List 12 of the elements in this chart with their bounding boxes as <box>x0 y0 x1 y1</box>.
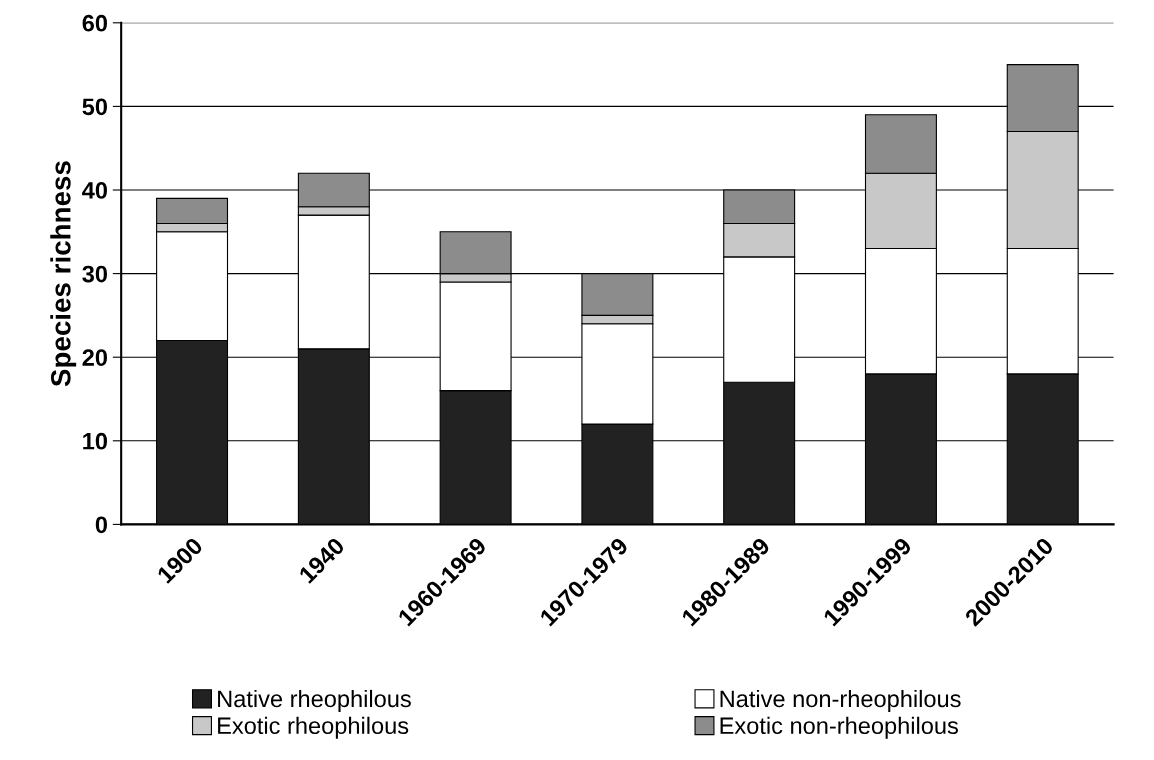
y-tick-label: 30 <box>82 265 108 283</box>
legend-label: Exotic rheophilous <box>218 716 409 739</box>
y-axis-title: Species richness <box>50 161 77 387</box>
legend-label: Native rheophilous <box>218 689 411 712</box>
y-tick-label: 40 <box>82 182 108 199</box>
y-tick-label: 0 <box>95 516 108 534</box>
y-tick-label: 60 <box>82 14 108 32</box>
y-tick-label: 50 <box>82 98 108 116</box>
legend-label: Native non-rheophilous <box>720 689 961 712</box>
legend-label: Exotic non-rheophilous <box>720 716 958 739</box>
y-tick-label: 10 <box>83 432 108 450</box>
y-tick-label: 20 <box>82 349 108 366</box>
